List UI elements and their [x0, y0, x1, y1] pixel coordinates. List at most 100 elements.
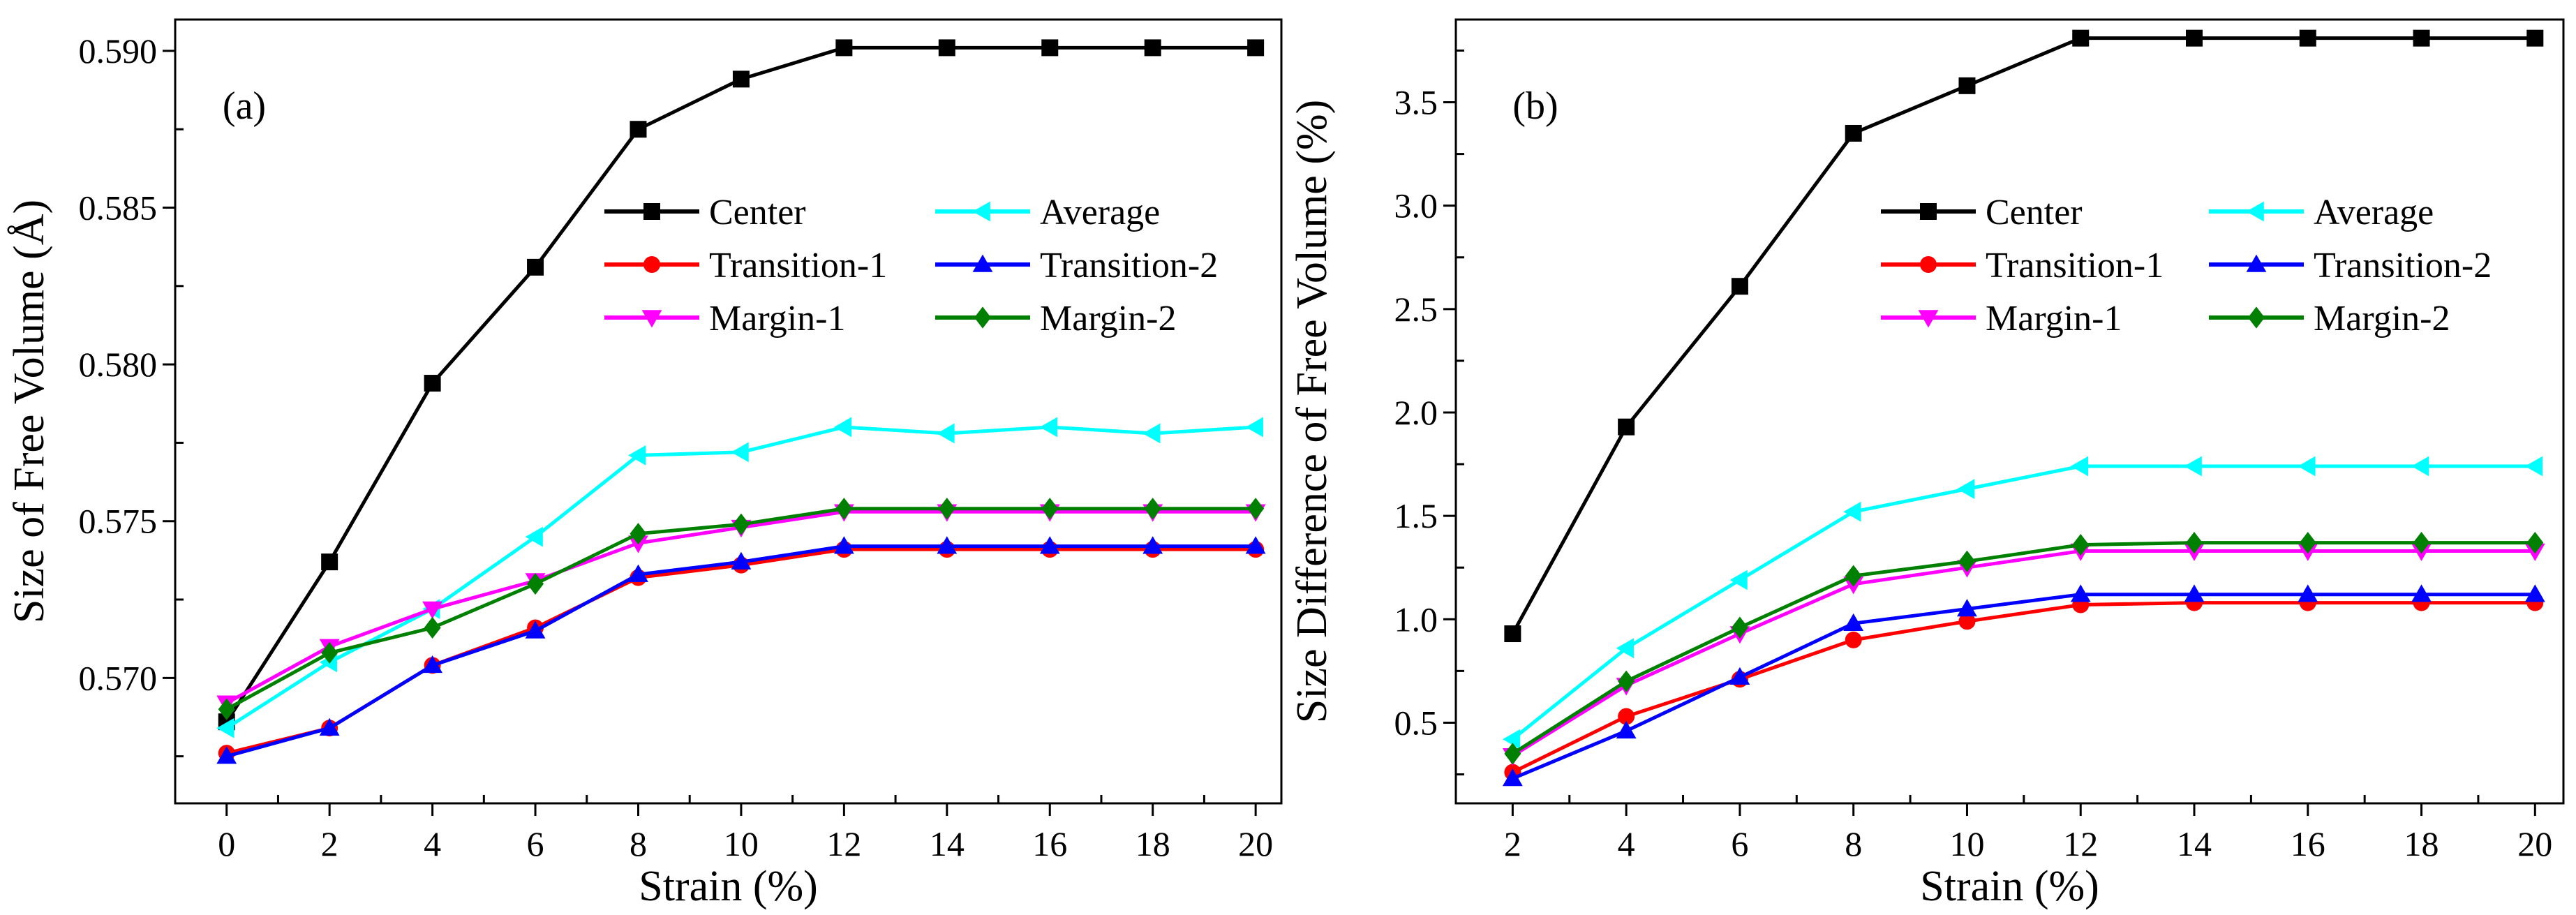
data-point [1845, 565, 1862, 587]
chart-panel-a: 0 2 4 6 8 10 12 14 16 18 20 0.570 0.575 0.580 0.585 0.5… [6, 18, 1283, 910]
series-line [1511, 36, 2536, 635]
chart-panel-b: 2 4 6 8 10 12 14 16 18 20 0.5 1.0 1.5 2.0 2.5 3.0 3.5 Str… [1288, 18, 2565, 910]
data-point [1142, 423, 1161, 444]
legend-label: Average [1040, 193, 1160, 232]
legend-label: Margin-1 [1986, 299, 2122, 339]
data-point [1039, 417, 1058, 438]
series-transition-1 [1504, 594, 2544, 781]
legend-item: Transition-1 [1881, 246, 2164, 285]
data-point [731, 551, 752, 570]
data-point [628, 445, 646, 466]
legend-label: Center [1986, 193, 2083, 232]
legend-label: Transition-1 [1986, 246, 2164, 285]
series-line [1512, 601, 2536, 774]
data-point [1041, 39, 1059, 57]
legend-item: Average [935, 193, 1160, 232]
data-point [2299, 532, 2316, 554]
legend-marker [1918, 310, 1939, 328]
series-transition-2 [1502, 584, 2545, 787]
data-point [1845, 631, 1862, 648]
x-tick-label: 8 [630, 824, 647, 863]
x-tick-label: 4 [1618, 824, 1635, 863]
data-point [835, 498, 853, 520]
data-point [2298, 456, 2316, 477]
x-tick-label: 2 [1504, 824, 1521, 863]
y-tick-label: 2.5 [1394, 290, 1438, 329]
data-point [2186, 532, 2203, 554]
data-point [422, 655, 443, 674]
data-point [1504, 743, 1521, 765]
y-tick-label: 3.5 [1394, 83, 1438, 122]
data-point [1039, 536, 1060, 554]
y-tick-label: 0.575 [79, 502, 158, 541]
data-point [1958, 613, 1976, 630]
data-point [1845, 124, 1862, 142]
y-tick-label: 0.570 [79, 658, 158, 697]
data-point [835, 39, 853, 57]
x-tick-label: 4 [424, 824, 441, 863]
series-line [225, 509, 1256, 705]
x-tick-label: 10 [724, 824, 759, 863]
series-margin-2 [1504, 532, 2544, 765]
legend-label: Margin-2 [1040, 299, 1176, 339]
x-axis-title: Strain (%) [639, 863, 818, 910]
legend-label: Transition-2 [1040, 246, 1218, 285]
data-point [2070, 456, 2089, 477]
legend-item: Margin-2 [935, 299, 1176, 339]
data-point [1616, 638, 1634, 659]
legend-item: Margin-2 [2209, 299, 2450, 339]
series-center [218, 39, 1265, 731]
panel-label: (b) [1512, 84, 1558, 128]
series-margin-1 [216, 504, 1266, 713]
x-tick-label: 8 [1845, 824, 1862, 863]
data-point [527, 258, 544, 276]
data-point [731, 442, 749, 463]
data-point [424, 375, 441, 392]
x-tick-label: 12 [826, 824, 861, 863]
data-point [216, 717, 234, 738]
x-tick-label: 16 [2291, 824, 2325, 863]
y-tick-label: 2.0 [1394, 393, 1438, 432]
data-point [2411, 584, 2432, 602]
series-line [225, 45, 1256, 723]
data-point [938, 498, 955, 520]
legend-item: Margin-1 [604, 299, 845, 339]
data-point [1618, 670, 1635, 692]
data-point [2299, 29, 2316, 47]
x-axis-title: Strain (%) [1920, 863, 2099, 910]
data-point [1247, 498, 1265, 520]
y-axis-title: Size of Free Volume (Å) [6, 200, 53, 623]
y-tick-label: 0.585 [79, 188, 158, 228]
data-point [1729, 570, 1748, 590]
series-margin-2 [218, 498, 1265, 720]
data-point [2186, 29, 2203, 47]
data-point [1618, 418, 1635, 436]
series-line [1512, 549, 2536, 757]
data-point [525, 526, 543, 547]
y-axis-title: Size Difference of Free Volume (%) [1288, 100, 1336, 724]
legend-marker [972, 201, 990, 222]
x-tick-label: 10 [1949, 824, 1984, 863]
data-point [1731, 616, 1748, 639]
data-point [422, 601, 443, 619]
data-point [216, 746, 237, 764]
x-tick-label: 18 [1136, 824, 1170, 863]
x-tick-label: 2 [321, 824, 338, 863]
data-point [2524, 456, 2543, 477]
data-point [1142, 536, 1163, 554]
legend-item: Center [604, 193, 806, 232]
data-point [1843, 613, 1864, 632]
y-tick-label: 1.0 [1394, 600, 1438, 639]
series-transition-2 [216, 536, 1266, 764]
data-point [1144, 39, 1161, 57]
legend-marker [974, 306, 991, 329]
legend-item: Transition-2 [2209, 246, 2492, 285]
data-point [1843, 501, 1861, 522]
data-point [1245, 536, 1266, 554]
legend-marker [2246, 254, 2267, 272]
x-tick-label: 20 [2517, 824, 2552, 863]
data-point [1957, 599, 1977, 617]
legend-item: Transition-1 [604, 246, 887, 285]
series-line [1511, 464, 2536, 741]
data-point [732, 513, 750, 535]
